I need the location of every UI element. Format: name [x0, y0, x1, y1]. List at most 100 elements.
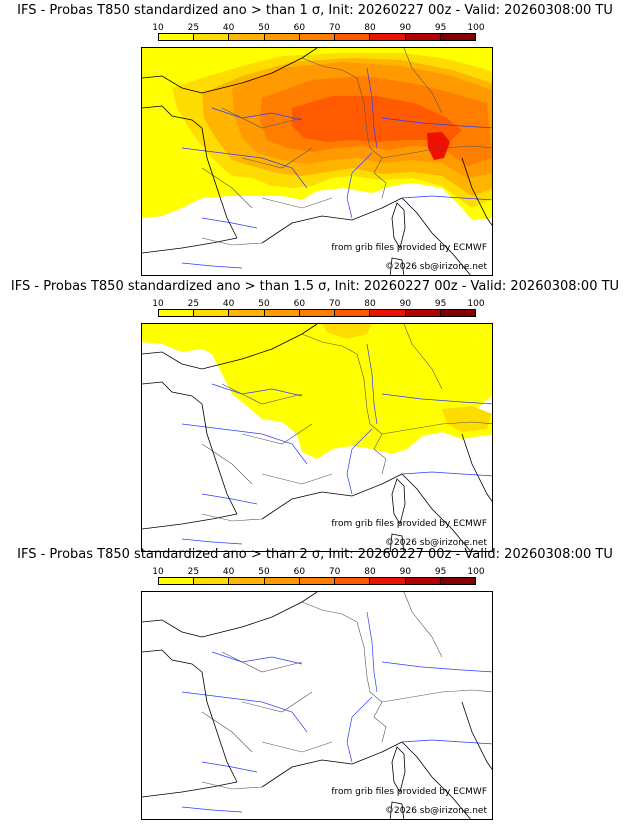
- border-france-belgium: [301, 333, 358, 355]
- color-scale-tick-40: 40: [222, 23, 235, 33]
- probability-map[interactable]: from grib files provided by ECMWF ©2026 …: [141, 323, 493, 552]
- rivers: [181, 343, 492, 545]
- border-france-germany: [356, 77, 371, 149]
- color-scale-tick-25: 25: [187, 23, 200, 33]
- country-borders: [201, 592, 492, 790]
- panel-title: IFS - Probas T850 standardized ano > tha…: [17, 547, 613, 562]
- color-scale-tick-100: 100: [467, 299, 485, 309]
- river-rhone: [346, 152, 373, 219]
- coastlines: [142, 324, 492, 551]
- color-scale-segment-25: [194, 578, 230, 584]
- color-scale-bar: [158, 577, 476, 585]
- border-france-belgium: [301, 57, 358, 79]
- coast-channel: [142, 48, 318, 94]
- border-france-spain: [201, 237, 263, 246]
- coast-brittany: [142, 381, 203, 405]
- color-scale-segment-70: [335, 310, 371, 316]
- map-svg: [142, 48, 492, 275]
- color-scale-segment-70: [335, 578, 371, 584]
- color-scale-segment-90: [405, 578, 441, 584]
- river-rhine: [366, 343, 378, 425]
- river-po: [401, 471, 492, 477]
- color-scale-tick-25: 25: [187, 567, 200, 577]
- color-scale-ticks: 10 25 40 50 60 70 80 90 95 100: [152, 567, 484, 577]
- probability-map[interactable]: from grib files provided by ECMWF ©2026 …: [141, 47, 493, 276]
- color-scale-segment-50: [264, 310, 300, 316]
- coast-mediterranean: [261, 741, 403, 788]
- sardinia: [389, 257, 405, 275]
- prob-area-25b: [322, 324, 372, 339]
- coast-biscay: [142, 237, 238, 254]
- border-france-italy: [373, 716, 387, 743]
- border-germany-east: [403, 48, 443, 114]
- river-ebro: [181, 806, 243, 813]
- color-scale-tick-60: 60: [293, 23, 306, 33]
- coast-italy: [401, 473, 471, 551]
- corsica: [391, 478, 406, 526]
- river-danube: [381, 117, 492, 129]
- color-scale-segment-60: [299, 310, 336, 316]
- border-france-belgium: [301, 601, 358, 623]
- prob-area-25: [442, 406, 492, 432]
- color-scale-tick-60: 60: [293, 299, 306, 309]
- color-scale-tick-95: 95: [434, 23, 447, 33]
- color-scale-segment-80: [370, 310, 406, 316]
- prob-area-80: [427, 132, 450, 160]
- river-rhone: [346, 696, 373, 763]
- country-borders: [201, 48, 492, 246]
- map-panel-1: IFS - Probas T850 standardized ano > tha…: [0, 0, 630, 276]
- color-scale-segment-60: [299, 578, 336, 584]
- color-scale-tick-95: 95: [434, 299, 447, 309]
- color-scale-tick-10: 10: [152, 299, 164, 309]
- border-france-interior: [201, 651, 333, 753]
- coast-biscay: [142, 781, 238, 798]
- river-danube: [381, 393, 492, 405]
- river-rhine: [366, 67, 378, 149]
- coast-adriatic: [461, 157, 492, 226]
- color-scale-tick-100: 100: [467, 567, 485, 577]
- color-scale: 10 25 40 50 60 70 80 90 95 100: [152, 299, 485, 317]
- river-seine: [211, 107, 303, 121]
- color-scale-segment-95: [440, 34, 475, 40]
- map-panel-2: IFS - Probas T850 standardized ano > tha…: [0, 276, 630, 552]
- color-scale-tick-70: 70: [328, 299, 341, 309]
- map-panel-3: IFS - Probas T850 standardized ano > tha…: [0, 544, 630, 820]
- map-svg: [142, 592, 492, 819]
- color-scale-tick-50: 50: [258, 567, 270, 577]
- coast-mediterranean: [261, 473, 403, 520]
- sardinia: [389, 801, 405, 819]
- border-france-germany: [356, 353, 371, 425]
- rivers: [181, 611, 492, 813]
- color-scale-tick-25: 25: [187, 299, 200, 309]
- coast-italy: [401, 741, 471, 819]
- river-seine: [211, 383, 303, 397]
- color-scale-tick-80: 80: [364, 299, 376, 309]
- border-france-italy: [373, 172, 387, 199]
- color-scale-tick-80: 80: [364, 567, 376, 577]
- border-france-spain: [201, 781, 263, 790]
- color-scale-segment-60: [299, 34, 336, 40]
- color-scale-tick-40: 40: [222, 567, 235, 577]
- river-garonne: [201, 493, 258, 505]
- river-danube: [381, 661, 492, 673]
- border-france-spain: [201, 513, 263, 522]
- coast-biscay: [142, 513, 238, 530]
- color-scale-ticks: 10 25 40 50 60 70 80 90 95 100: [152, 23, 484, 33]
- river-po: [401, 739, 492, 745]
- color-scale-segment-40: [229, 34, 265, 40]
- coast-atlantic: [201, 671, 238, 783]
- coast-channel: [142, 592, 318, 638]
- probability-field: [142, 324, 492, 459]
- color-scale-segment-10: [159, 578, 195, 584]
- color-scale-segment-90: [405, 34, 441, 40]
- border-france-germany: [356, 621, 371, 693]
- map-svg: [142, 324, 492, 551]
- river-rhone: [346, 428, 373, 495]
- river-po: [401, 195, 492, 201]
- copyright-credit: ©2026 sb@irizone.net: [385, 538, 487, 548]
- river-ebro: [181, 538, 243, 545]
- coast-brittany: [142, 649, 203, 673]
- probability-map[interactable]: from grib files provided by ECMWF ©2026 …: [141, 591, 493, 820]
- color-scale-segment-95: [440, 310, 475, 316]
- color-scale: 10 25 40 50 60 70 80 90 95 100: [152, 23, 485, 41]
